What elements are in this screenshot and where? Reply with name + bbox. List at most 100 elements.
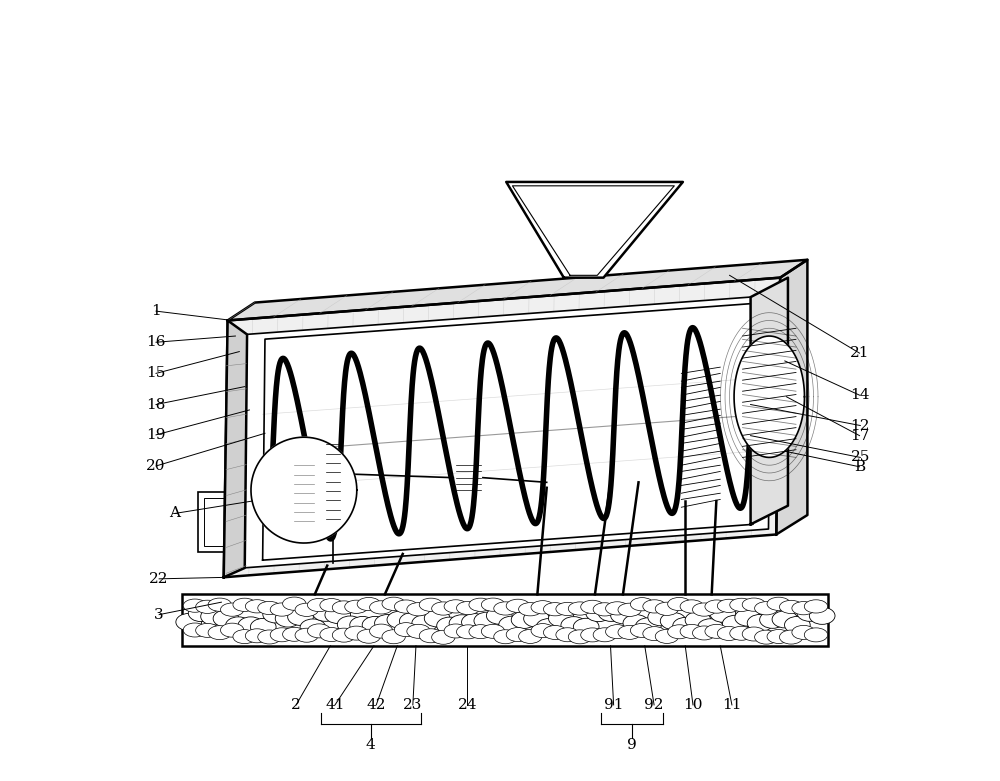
- Text: 92: 92: [644, 698, 664, 712]
- Ellipse shape: [618, 626, 641, 640]
- Ellipse shape: [183, 599, 207, 612]
- Ellipse shape: [804, 600, 828, 613]
- Ellipse shape: [320, 628, 343, 641]
- Text: 18: 18: [146, 398, 166, 412]
- Ellipse shape: [499, 616, 524, 633]
- Ellipse shape: [407, 624, 430, 638]
- Text: 4: 4: [366, 738, 376, 752]
- Ellipse shape: [573, 619, 599, 636]
- Ellipse shape: [233, 629, 256, 644]
- Ellipse shape: [387, 611, 413, 628]
- Ellipse shape: [680, 600, 703, 613]
- Text: 16: 16: [146, 335, 166, 349]
- Ellipse shape: [524, 610, 549, 627]
- Text: 21: 21: [850, 346, 869, 360]
- Text: 2: 2: [291, 698, 301, 712]
- Ellipse shape: [593, 603, 616, 616]
- Ellipse shape: [474, 612, 500, 629]
- Text: 24: 24: [458, 698, 477, 712]
- Text: 23: 23: [403, 698, 423, 712]
- Ellipse shape: [643, 600, 666, 613]
- Ellipse shape: [660, 612, 686, 629]
- Ellipse shape: [668, 597, 691, 611]
- Ellipse shape: [792, 626, 815, 640]
- Ellipse shape: [772, 611, 798, 628]
- Ellipse shape: [283, 627, 306, 641]
- Ellipse shape: [270, 603, 294, 616]
- Ellipse shape: [444, 600, 467, 613]
- Ellipse shape: [767, 597, 790, 611]
- Ellipse shape: [556, 602, 579, 615]
- Ellipse shape: [655, 602, 679, 615]
- Ellipse shape: [399, 612, 425, 629]
- Ellipse shape: [648, 608, 674, 626]
- Ellipse shape: [506, 627, 530, 641]
- Polygon shape: [224, 278, 780, 577]
- Ellipse shape: [462, 614, 487, 631]
- Ellipse shape: [432, 630, 455, 644]
- Ellipse shape: [419, 629, 443, 643]
- Ellipse shape: [320, 598, 343, 612]
- Text: 10: 10: [683, 698, 703, 712]
- Ellipse shape: [556, 628, 579, 642]
- Text: 41: 41: [325, 698, 345, 712]
- Ellipse shape: [258, 601, 281, 615]
- Ellipse shape: [332, 601, 356, 614]
- Ellipse shape: [710, 605, 736, 622]
- Text: A: A: [169, 506, 180, 520]
- Ellipse shape: [760, 612, 785, 629]
- Ellipse shape: [332, 628, 356, 642]
- Ellipse shape: [437, 617, 462, 634]
- Ellipse shape: [221, 623, 244, 637]
- Ellipse shape: [779, 630, 803, 644]
- Text: 42: 42: [367, 698, 386, 712]
- Ellipse shape: [337, 616, 363, 633]
- Ellipse shape: [469, 598, 492, 612]
- Ellipse shape: [543, 626, 567, 640]
- Ellipse shape: [457, 601, 480, 615]
- Ellipse shape: [238, 617, 264, 634]
- Ellipse shape: [469, 625, 492, 639]
- Ellipse shape: [494, 602, 517, 615]
- Polygon shape: [751, 278, 788, 524]
- Polygon shape: [263, 303, 755, 560]
- Ellipse shape: [382, 629, 405, 644]
- Ellipse shape: [635, 618, 661, 635]
- Polygon shape: [251, 437, 357, 543]
- Ellipse shape: [407, 603, 430, 616]
- Ellipse shape: [362, 616, 388, 633]
- Ellipse shape: [295, 628, 318, 642]
- Ellipse shape: [606, 625, 629, 639]
- Ellipse shape: [643, 626, 666, 640]
- Ellipse shape: [382, 597, 405, 611]
- Ellipse shape: [412, 615, 438, 632]
- Ellipse shape: [370, 601, 393, 614]
- Ellipse shape: [419, 598, 443, 612]
- Ellipse shape: [233, 598, 256, 612]
- Ellipse shape: [755, 601, 778, 615]
- Ellipse shape: [245, 629, 269, 643]
- Ellipse shape: [444, 624, 467, 638]
- Ellipse shape: [208, 626, 231, 640]
- Ellipse shape: [742, 627, 766, 641]
- Ellipse shape: [208, 598, 231, 612]
- Bar: [679, 369, 723, 509]
- Ellipse shape: [263, 606, 288, 623]
- Ellipse shape: [611, 607, 636, 624]
- Ellipse shape: [345, 626, 368, 640]
- Ellipse shape: [283, 597, 306, 610]
- Text: 3: 3: [154, 608, 164, 622]
- Ellipse shape: [581, 601, 604, 614]
- Polygon shape: [243, 295, 771, 568]
- Ellipse shape: [288, 608, 313, 626]
- Ellipse shape: [779, 601, 803, 614]
- Ellipse shape: [568, 629, 592, 644]
- Ellipse shape: [549, 610, 574, 627]
- Ellipse shape: [561, 617, 587, 633]
- Ellipse shape: [705, 600, 728, 613]
- Ellipse shape: [511, 612, 537, 629]
- Ellipse shape: [481, 624, 505, 638]
- Ellipse shape: [221, 603, 244, 616]
- Text: 12: 12: [851, 419, 870, 433]
- Ellipse shape: [457, 625, 480, 639]
